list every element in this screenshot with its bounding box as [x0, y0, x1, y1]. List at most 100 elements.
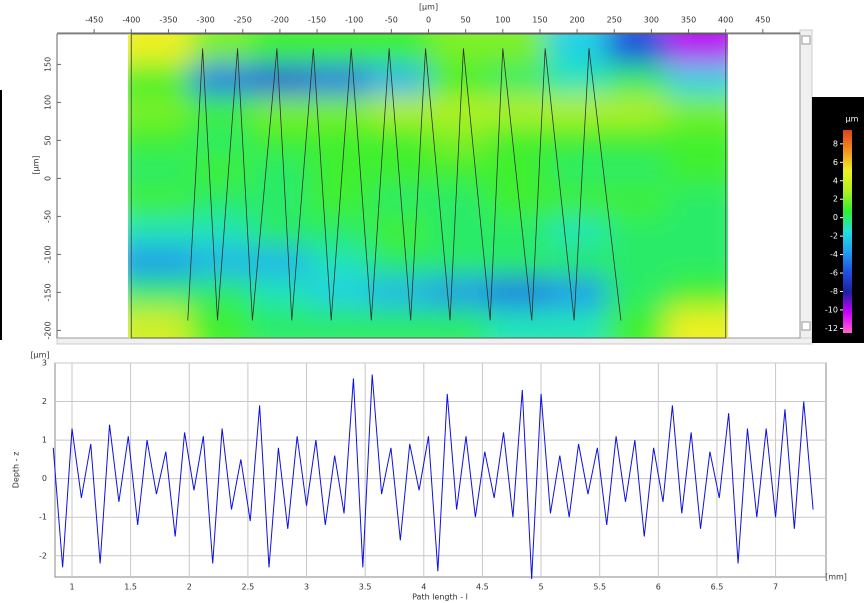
- map-cell: [309, 216, 370, 248]
- map-cell: [250, 246, 311, 278]
- map-cell: [666, 64, 728, 96]
- map-cell: [606, 186, 667, 217]
- map-cell: [309, 34, 370, 65]
- map-cell: [250, 64, 311, 96]
- map-cell: [606, 64, 667, 96]
- x-tick-label: 5: [539, 583, 544, 592]
- map-cell: [606, 155, 667, 187]
- plot-area: [54, 362, 827, 578]
- map-cell: [128, 64, 192, 96]
- x-tick-label: 3: [304, 583, 309, 592]
- x-tick-label: -300: [197, 16, 215, 25]
- v-scrollbar[interactable]: [799, 29, 813, 341]
- map-cell: [128, 125, 192, 157]
- map-cell: [606, 246, 667, 278]
- map-cell: [190, 307, 251, 338]
- map-cell: [547, 155, 608, 187]
- map-cell: [128, 277, 192, 309]
- map-cell: [547, 186, 608, 217]
- colorbar: [843, 130, 852, 333]
- x-tick-label: 150: [532, 16, 547, 25]
- map-cell: [369, 64, 429, 96]
- map-cell: [369, 125, 429, 157]
- x-tick-label: -100: [345, 16, 363, 25]
- x-tick-label: 400: [718, 16, 733, 25]
- map-cell: [369, 216, 429, 248]
- map-cell: [190, 277, 251, 309]
- x-tick-label: 0: [426, 16, 431, 25]
- map-cell: [128, 155, 192, 187]
- y-tick-label: -150: [44, 283, 53, 301]
- scroll-down[interactable]: [801, 321, 811, 331]
- map-cell: [309, 246, 370, 278]
- map-cell: [250, 155, 311, 187]
- map-cell: [547, 64, 608, 96]
- x-tick-label: 350: [681, 16, 696, 25]
- colorbar-tick-label: -8: [830, 287, 838, 296]
- map-cell: [606, 34, 667, 65]
- x-tick-label: 250: [607, 16, 622, 25]
- map-cell: [547, 307, 608, 338]
- x-tick-label: 2.5: [242, 583, 255, 592]
- map-cell: [428, 277, 489, 309]
- h-scrollbar[interactable]: [56, 337, 813, 345]
- map-cell: [487, 64, 548, 96]
- y-tick-label: -100: [44, 245, 53, 263]
- map-cell: [666, 186, 728, 217]
- x-tick-label: 6: [656, 583, 661, 592]
- y-tick-label: 0: [42, 474, 47, 483]
- map-cell: [487, 94, 548, 126]
- scan-path: [187, 48, 622, 321]
- colorbar-tick-label: -4: [830, 250, 838, 259]
- map-cell: [128, 186, 192, 217]
- y-tick-label: 100: [44, 95, 53, 110]
- colorbar-tick-label: -10: [825, 305, 838, 314]
- map-cell: [369, 307, 429, 338]
- x-tick-label: -250: [234, 16, 252, 25]
- map-cell: [309, 277, 370, 309]
- map-cell: [190, 125, 251, 157]
- x-tick-label: 6.5: [711, 583, 724, 592]
- map-cell: [487, 246, 548, 278]
- map-cell: [190, 34, 251, 65]
- colorbar-tick-label: 0: [833, 213, 838, 222]
- x-unit: [mm]: [825, 573, 847, 582]
- map-cell: [128, 246, 192, 278]
- map-clip: [128, 34, 728, 338]
- y-tick-label: 1: [42, 436, 47, 445]
- colorbar-tick-label: 2: [833, 195, 838, 204]
- map-cell: [428, 34, 489, 65]
- y-tick-label: -1: [39, 513, 47, 522]
- map-cell: [250, 277, 311, 309]
- map-cell: [666, 94, 728, 126]
- map-cell: [369, 94, 429, 126]
- map-cell: [190, 186, 251, 217]
- map-cell: [547, 277, 608, 309]
- map-cell: [190, 64, 251, 96]
- map-cell: [369, 277, 429, 309]
- x-axis-label: [µm]: [419, 3, 438, 12]
- x-tick-label: 4: [421, 583, 426, 592]
- map-cell: [428, 155, 489, 187]
- x-tick-label: -50: [385, 16, 398, 25]
- map-cell: [487, 125, 548, 157]
- x-tick-label: 3.5: [359, 583, 372, 592]
- map-cell: [606, 277, 667, 309]
- map-cell: [547, 94, 608, 126]
- x-tick-label: 4.5: [476, 583, 489, 592]
- map-cell: [606, 125, 667, 157]
- map-cell: [369, 34, 429, 65]
- map-cell: [666, 34, 728, 65]
- map-cell: [190, 216, 251, 248]
- map-cell: [309, 307, 370, 338]
- x-tick-label: 300: [644, 16, 659, 25]
- x-tick-label: 1: [69, 583, 74, 592]
- map-cell: [309, 64, 370, 96]
- map-cell: [190, 155, 251, 187]
- scroll-up[interactable]: [801, 35, 811, 45]
- y-axis-label: [µm]: [32, 155, 41, 174]
- colorbar-tick-label: 8: [833, 139, 838, 148]
- y-tick-label: 3: [42, 359, 47, 368]
